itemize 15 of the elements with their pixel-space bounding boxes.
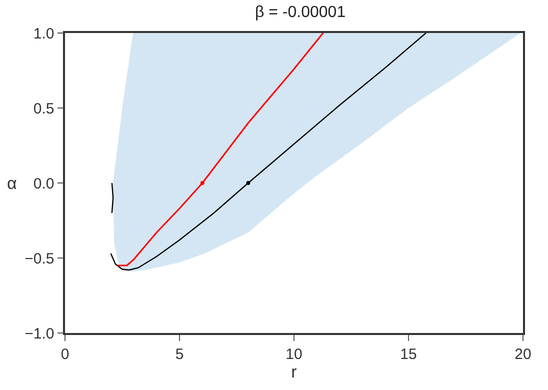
line-series — [110, 33, 426, 271]
y-tick-label: 0.0 — [33, 175, 54, 192]
x-axis-title: r — [291, 362, 298, 382]
x-tick-label: 10 — [286, 346, 302, 363]
y-axis-title: α — [7, 174, 17, 193]
x-tick-label: 0 — [60, 346, 70, 363]
y-tick-label: −1.0 — [24, 325, 54, 342]
y-tick-label: −0.5 — [24, 250, 54, 268]
x-tick-label: 5 — [175, 346, 184, 363]
y-tick-label: 1.0 — [33, 25, 54, 42]
line-series — [116, 33, 324, 266]
y-tick-label: 0.5 — [33, 100, 54, 118]
x-tick-label: 15 — [400, 346, 417, 363]
chart-title: β = -0.00001 — [255, 4, 346, 22]
x-tick-label: 20 — [514, 346, 532, 363]
